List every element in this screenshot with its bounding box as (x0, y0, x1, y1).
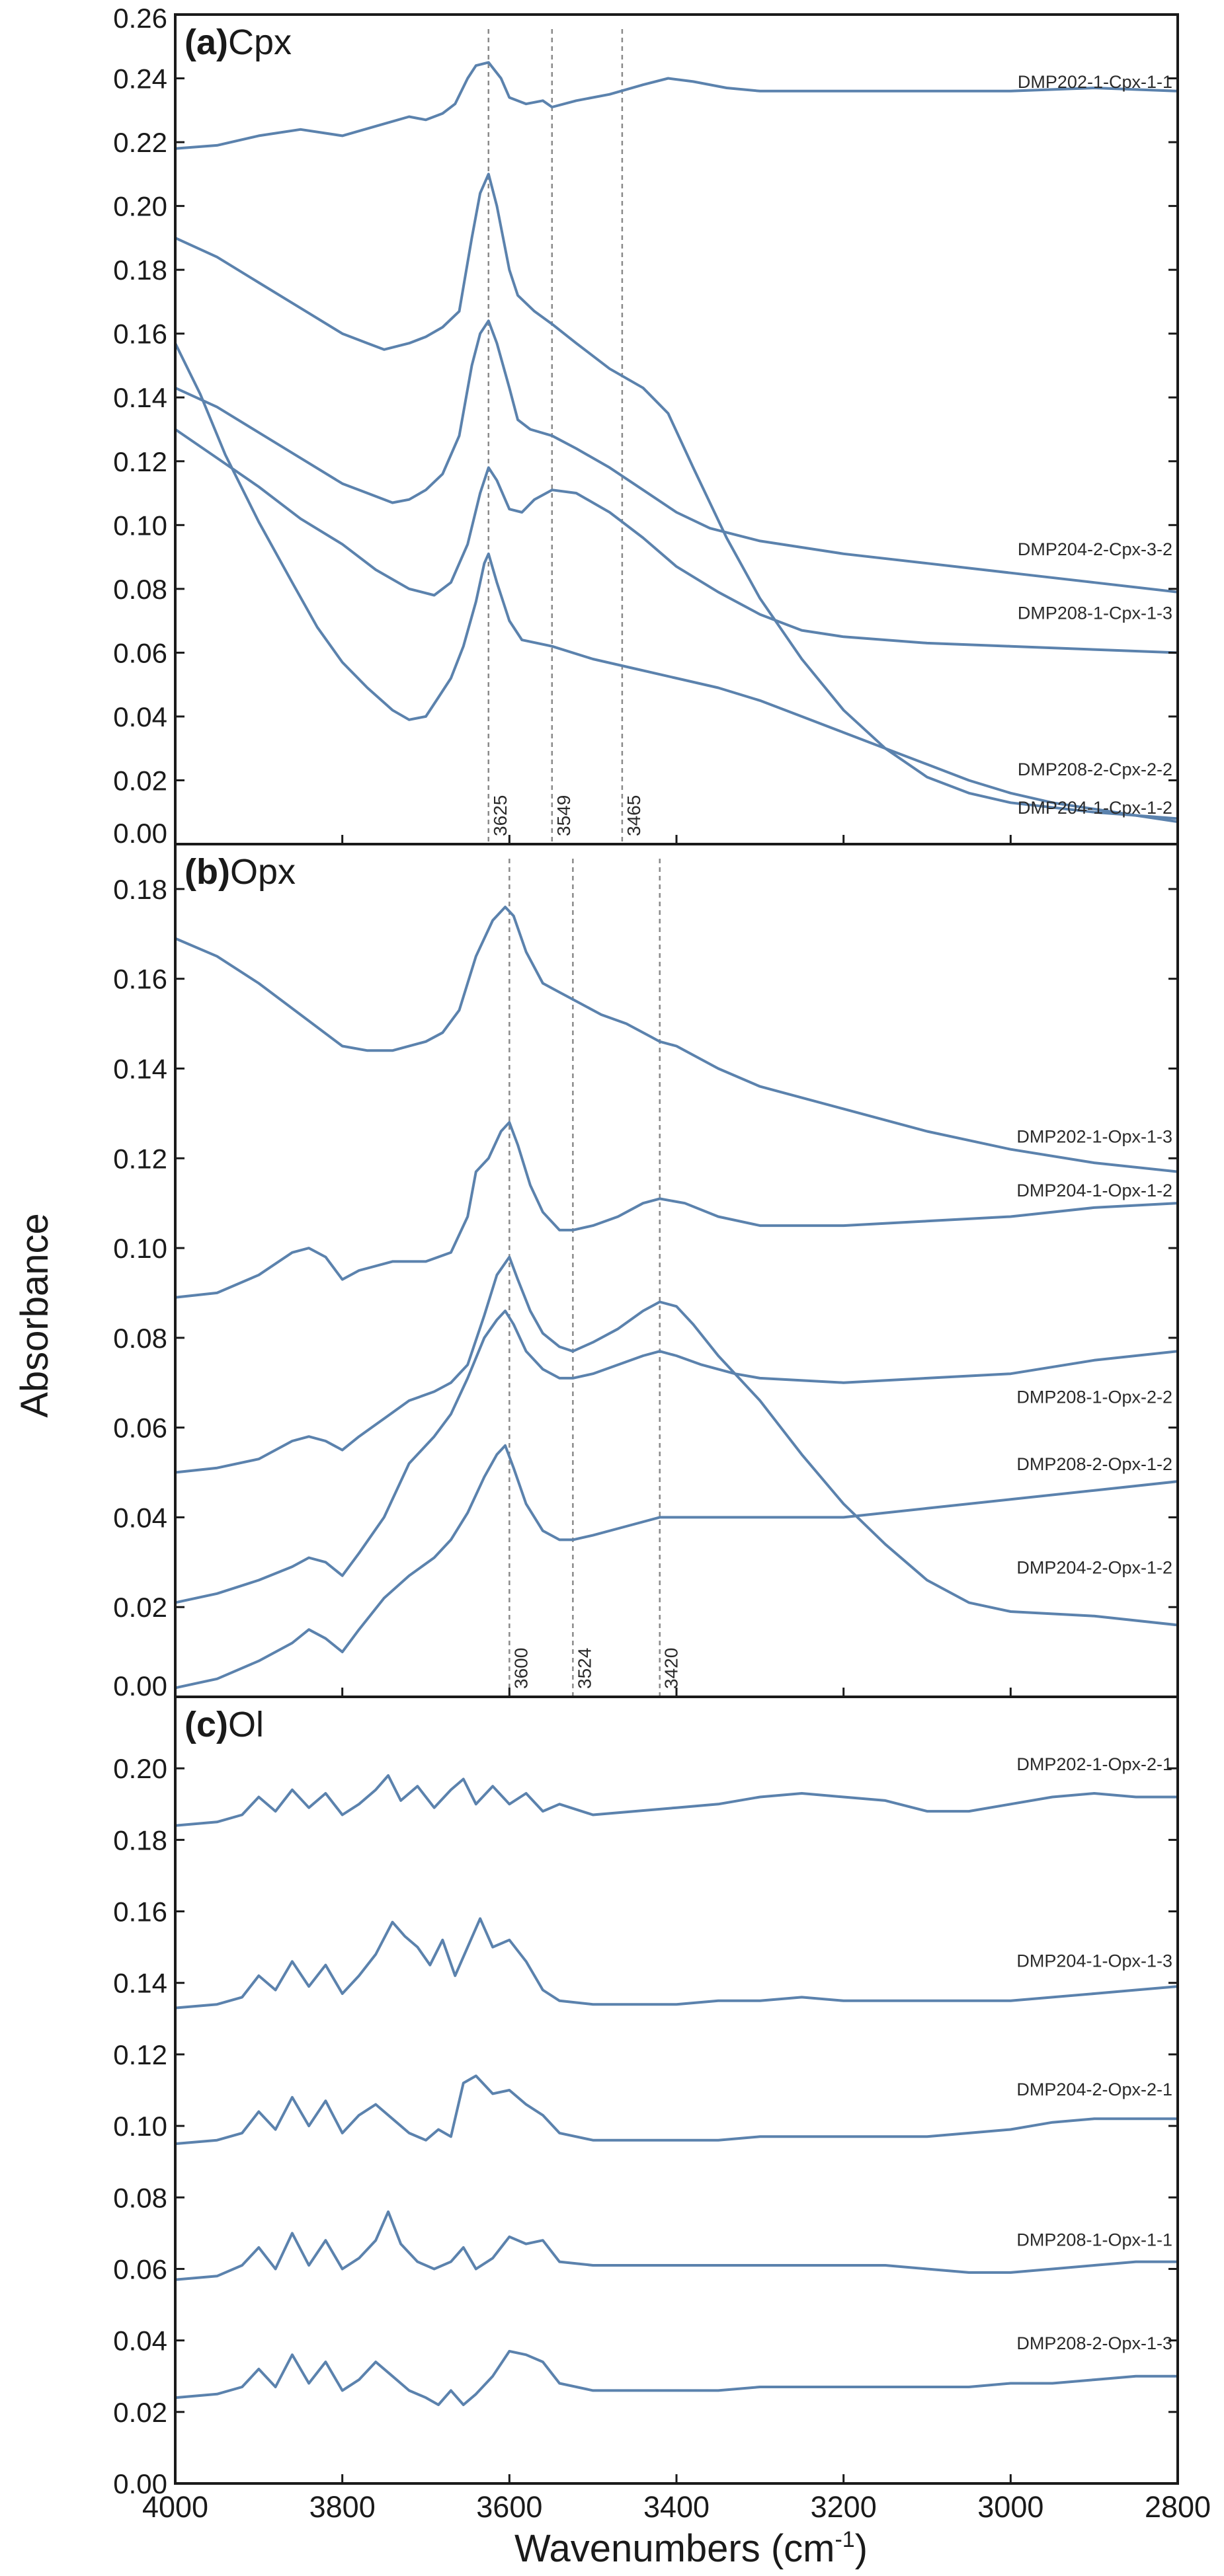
x-axis-title-main: Wavenumbers (cm (514, 2527, 835, 2570)
panel-c: DMP202-1-Opx-2-1 DMP204-1-Opx-1-3 DMP204-2… (113, 1696, 1179, 2499)
x-axis-title: Wavenumbers (cm-1) (514, 2527, 868, 2570)
series-label: DMP202-1-Opx-2-1 (1016, 1754, 1172, 1774)
y-tick-label: 0.22 (113, 127, 167, 158)
series-label: DMP208-2-Cpx-2-2 (1018, 760, 1172, 779)
panel-tag-mineral: Ol (228, 1705, 264, 1744)
y-tick-label: 0.02 (113, 2397, 167, 2428)
series-line-DMP208-1-Opx-1-1 (175, 2210, 1178, 2281)
y-tick-label: 0.06 (113, 637, 167, 668)
panel-tag-letter: (a) (184, 22, 228, 62)
y-tick-label: 0.00 (113, 818, 167, 849)
series-line-DMP204-1-Cpx-1-2 (174, 342, 1178, 824)
series-line-DMP202-1-Opx-2-1 (175, 1774, 1178, 1827)
y-tick-label: 0.10 (113, 1233, 167, 1264)
panel-frame-c (174, 1696, 1179, 2485)
series-label: DMP204-2-Opx-1-2 (1016, 1557, 1172, 1577)
panel-tag-letter: (b) (184, 852, 230, 892)
reference-line-label-3524: 3524 (574, 1648, 594, 1689)
series-line-DMP202-1-Opx-1-3 (175, 906, 1178, 1173)
panel-title-c: (c)Ol (184, 1705, 264, 1744)
series-line-DMP204-1-Opx-1-2 (175, 1120, 1178, 1299)
panel-tag-mineral: Opx (230, 852, 296, 892)
y-tick-label: 0.12 (113, 446, 167, 477)
series-line-DMP208-2-Opx-1-2 (175, 1309, 1178, 1604)
y-tick-label: 0.02 (113, 1592, 167, 1623)
series-label: DMP208-1-Cpx-1-3 (1018, 604, 1172, 623)
series-line-DMP204-2-Opx-1-2 (175, 1444, 1178, 1690)
reference-line-label-3625: 3625 (490, 795, 510, 836)
y-tick-label: 0.14 (113, 1968, 167, 1999)
y-tick-label: 0.26 (113, 3, 167, 34)
series-label: DMP208-1-Opx-2-2 (1016, 1387, 1172, 1407)
x-axis-title-sup: -1 (835, 2527, 854, 2552)
x-tick-label: 3200 (811, 2490, 877, 2524)
y-tick-label: 0.10 (113, 2111, 167, 2142)
y-tick-label: 0.06 (113, 2253, 167, 2284)
y-tick-label: 0.18 (113, 874, 167, 905)
y-tick-label: 0.08 (113, 574, 167, 605)
y-tick-label: 0.12 (113, 1143, 167, 1174)
x-axis-title-close: ) (855, 2527, 868, 2570)
x-axis: 4000 3800 3600 3400 3200 3000 2800 (142, 2490, 1211, 2524)
y-tick-label: 0.10 (113, 510, 167, 541)
y-tick-label: 0.04 (113, 2325, 167, 2357)
y-tick-label: 0.18 (113, 254, 167, 286)
y-tick-label: 0.24 (113, 63, 167, 95)
y-tick-label: 0.06 (113, 1413, 167, 1444)
series-label: DMP204-2-Cpx-3-2 (1018, 539, 1172, 559)
y-tick-label: 0.04 (113, 1502, 167, 1533)
series-label: DMP208-1-Opx-1-1 (1016, 2230, 1172, 2249)
series-line-DMP208-1-Opx-2-2 (175, 1255, 1178, 1627)
y-tick-label: 0.00 (113, 2468, 167, 2499)
y-tick-label: 0.08 (113, 1323, 167, 1354)
series-label: DMP202-1-Cpx-1-1 (1018, 72, 1172, 92)
y-tick-label: 0.16 (113, 1896, 167, 1928)
panel-b: 3600 3524 3420 DMP202-1-Opx-1-3 DMP204-1-Opx… (113, 843, 1179, 1701)
series-label: DMP204-1-Opx-1-2 (1016, 1181, 1172, 1200)
x-tick-label: 2800 (1145, 2490, 1211, 2524)
y-tick-label: 0.14 (113, 1053, 167, 1084)
reference-line-label-3465: 3465 (624, 795, 644, 836)
panel-tag-mineral: Cpx (228, 22, 292, 62)
x-tick-label: 4000 (142, 2490, 208, 2524)
y-tick-label: 0.16 (113, 319, 167, 350)
x-tick-label: 3600 (476, 2490, 542, 2524)
y-tick-label: 0.20 (113, 1753, 167, 1784)
series-line-DMP202-1-Cpx-1-1 (175, 61, 1178, 150)
y-tick-label: 0.04 (113, 701, 167, 732)
reference-line-label-3420: 3420 (661, 1648, 682, 1689)
x-tick-label: 3800 (309, 2490, 376, 2524)
series-label: DMP208-2-Opx-1-3 (1016, 2333, 1172, 2353)
y-tick-label: 0.12 (113, 2039, 167, 2070)
series-label: DMP204-2-Opx-2-1 (1016, 2080, 1172, 2099)
series-line-DMP208-2-Opx-1-3 (175, 2349, 1178, 2406)
series-line-DMP204-1-Opx-1-3 (175, 1917, 1178, 2010)
y-tick-label: 0.16 (113, 964, 167, 995)
panel-tag-letter: (c) (184, 1705, 228, 1744)
series-label: DMP204-1-Opx-1-3 (1016, 1951, 1172, 1971)
panel-title-a: (a)Cpx (184, 22, 292, 62)
y-tick-label: 0.02 (113, 765, 167, 796)
y-tick-label: 0.14 (113, 382, 167, 413)
panel-a: 3625 3549 3465 DMP202-1-Cpx-1-1 DMP204-2-Cpx… (113, 3, 1179, 849)
y-tick-label: 0.18 (113, 1824, 167, 1855)
reference-line-label-3600: 3600 (510, 1648, 531, 1689)
panel-title-b: (b)Opx (184, 852, 296, 892)
y-axis-title: Absorbance (13, 1213, 56, 1418)
y-tick-label: 0.08 (113, 2182, 167, 2213)
series-label: DMP204-1-Cpx-1-2 (1018, 798, 1172, 818)
x-tick-label: 3000 (977, 2490, 1043, 2524)
series-label: DMP202-1-Opx-1-3 (1016, 1127, 1172, 1147)
series-line-DMP204-2-Opx-2-1 (175, 2074, 1178, 2146)
series-line-DMP204-2-Cpx-3-2 (175, 319, 1178, 594)
y-tick-label: 0.20 (113, 191, 167, 222)
x-tick-label: 3400 (643, 2490, 710, 2524)
series-label: DMP208-2-Opx-1-2 (1016, 1454, 1172, 1474)
series-line-DMP208-1-Cpx-1-3 (174, 428, 1178, 654)
reference-line-label-3549: 3549 (553, 795, 574, 836)
y-tick-label: 0.00 (113, 1670, 167, 1701)
series-line-DMP208-2-Cpx-2-2 (175, 173, 1178, 820)
